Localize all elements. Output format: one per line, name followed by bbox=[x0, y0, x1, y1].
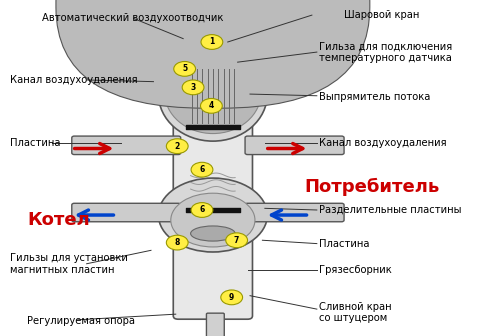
Ellipse shape bbox=[171, 193, 255, 247]
Text: Регулируемая опора: Регулируемая опора bbox=[27, 316, 135, 326]
FancyBboxPatch shape bbox=[245, 203, 344, 222]
Text: Потребитель: Потребитель bbox=[304, 177, 440, 196]
Ellipse shape bbox=[158, 178, 268, 252]
Text: Гильза для подключения
температурного датчика: Гильза для подключения температурного да… bbox=[320, 41, 452, 63]
Circle shape bbox=[226, 233, 248, 248]
Text: Пластина: Пластина bbox=[10, 138, 60, 148]
Circle shape bbox=[182, 80, 204, 95]
Circle shape bbox=[221, 290, 242, 305]
FancyBboxPatch shape bbox=[56, 0, 370, 108]
Text: Выпрямитель потока: Выпрямитель потока bbox=[320, 92, 430, 102]
Ellipse shape bbox=[164, 51, 261, 134]
FancyBboxPatch shape bbox=[72, 136, 180, 155]
Circle shape bbox=[191, 203, 213, 217]
Text: Сливной кран
со штуцером: Сливной кран со штуцером bbox=[320, 302, 392, 323]
Circle shape bbox=[166, 235, 188, 250]
Ellipse shape bbox=[190, 226, 235, 241]
Text: 6: 6 bbox=[200, 206, 204, 214]
Circle shape bbox=[191, 162, 213, 177]
Text: Шаровой кран: Шаровой кран bbox=[344, 10, 420, 20]
FancyBboxPatch shape bbox=[245, 136, 344, 155]
FancyBboxPatch shape bbox=[174, 20, 252, 319]
Ellipse shape bbox=[158, 47, 268, 141]
Circle shape bbox=[200, 98, 222, 113]
Text: Автоматический воздухоотводчик: Автоматический воздухоотводчик bbox=[42, 13, 224, 24]
Text: 1: 1 bbox=[210, 38, 214, 46]
Circle shape bbox=[174, 61, 196, 76]
Text: Канал воздухоудаления: Канал воздухоудаления bbox=[10, 75, 138, 85]
Circle shape bbox=[166, 139, 188, 154]
Circle shape bbox=[201, 35, 223, 49]
Text: Гильзы для установки
магнитных пластин: Гильзы для установки магнитных пластин bbox=[10, 253, 128, 275]
Text: 3: 3 bbox=[190, 83, 196, 92]
Text: Пластина: Пластина bbox=[320, 239, 370, 249]
Text: Разделительные пластины: Разделительные пластины bbox=[320, 205, 462, 215]
Text: 4: 4 bbox=[209, 101, 214, 110]
FancyBboxPatch shape bbox=[206, 313, 224, 336]
Text: 5: 5 bbox=[182, 65, 187, 73]
Text: Котел: Котел bbox=[27, 211, 90, 229]
Text: Канал воздухоудаления: Канал воздухоудаления bbox=[320, 138, 447, 148]
FancyBboxPatch shape bbox=[72, 203, 180, 222]
Text: 2: 2 bbox=[174, 142, 180, 151]
Text: Грязесборник: Грязесборник bbox=[320, 265, 392, 276]
Text: 7: 7 bbox=[234, 236, 239, 245]
FancyBboxPatch shape bbox=[201, 5, 225, 30]
Text: 8: 8 bbox=[174, 238, 180, 247]
Text: 9: 9 bbox=[229, 293, 234, 302]
Text: 6: 6 bbox=[200, 165, 204, 174]
